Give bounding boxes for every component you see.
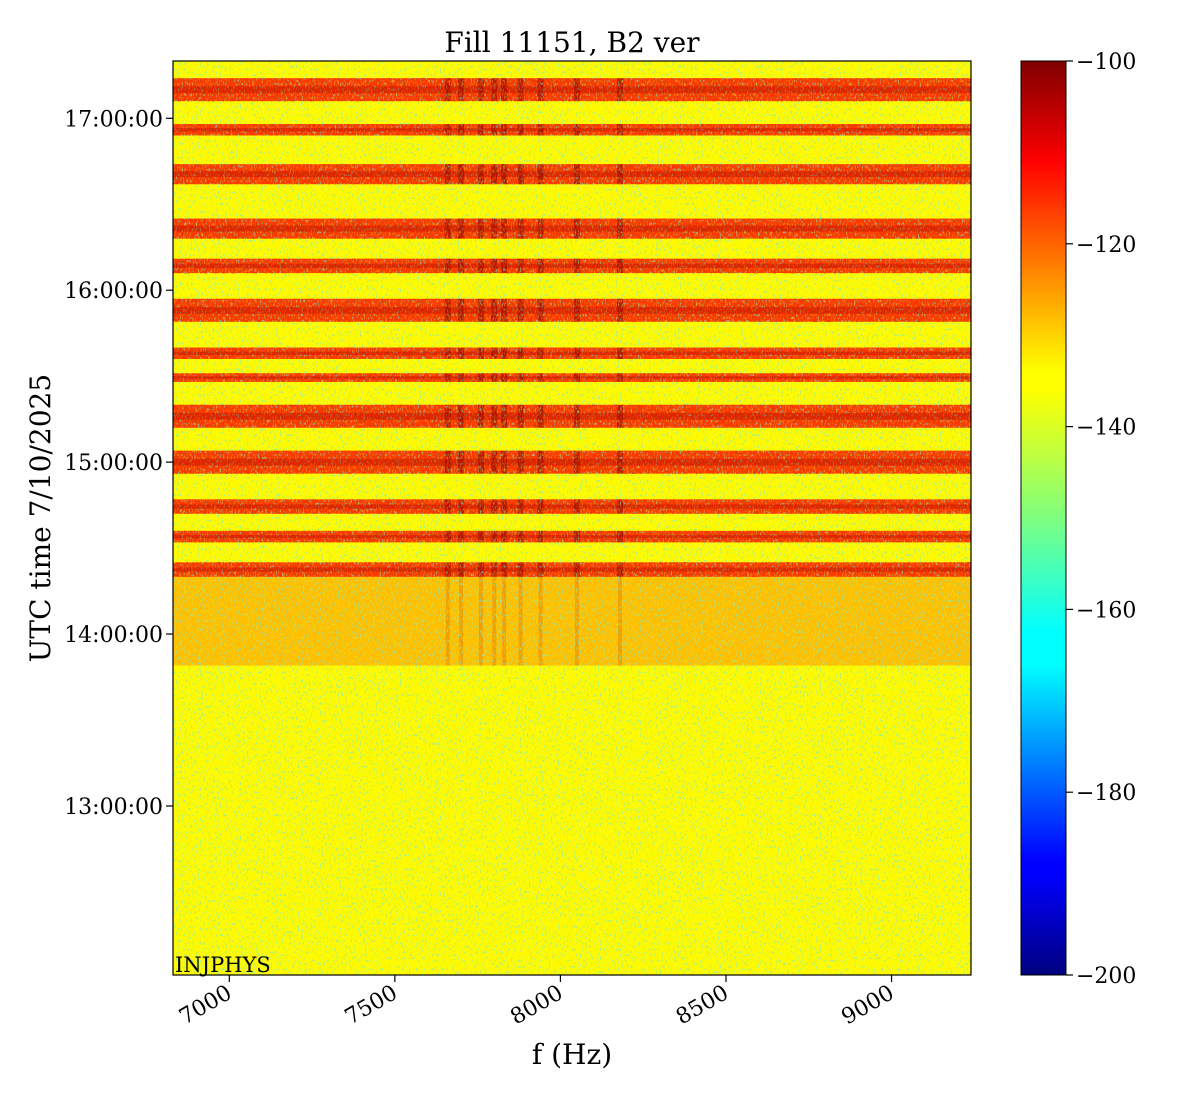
heatmap-band-core-12: [173, 86, 971, 94]
heatmap-band-core-8: [173, 263, 971, 269]
colorbar-ticks: −200 −180 −160 −140 −120 −100: [1066, 50, 1136, 989]
y-tick-label: 13:00:00: [64, 795, 163, 820]
heatmap-band-texture-5: [173, 373, 971, 382]
heatmap-band-texture-9: [173, 218, 971, 239]
colorbar-gradient: [1020, 60, 1067, 976]
x-tick-label: 7500: [341, 981, 402, 1031]
x-axis-label: f (Hz): [532, 1038, 612, 1071]
heatmap-band-core-6: [173, 351, 971, 355]
heatmap-band-core-3: [173, 458, 971, 466]
heatmap-band-texture-7: [173, 298, 971, 322]
heatmap-band-core-1: [173, 534, 971, 539]
plot-area: [173, 61, 971, 975]
annotation-label: INJPHYS: [175, 953, 271, 977]
colorbar: −200 −180 −160 −140 −120 −100: [1020, 50, 1136, 989]
x-tick-label: 8000: [506, 981, 567, 1031]
y-axis-label: UTC time 7/10/2025: [24, 374, 57, 662]
plot-frame: [172, 60, 972, 976]
heatmap-texture-yellow: [173, 61, 971, 975]
colorbar-tick-label: −140: [1076, 416, 1136, 441]
heatmap-band-texture-6: [173, 347, 971, 359]
heatmap-band-core-10: [173, 171, 971, 178]
colorbar-tick-label: −200: [1076, 964, 1136, 989]
heatmap-band-core-4: [173, 412, 971, 420]
y-tick-label: 14:00:00: [64, 623, 163, 648]
colorbar-tick-label: −180: [1076, 781, 1136, 806]
heatmap-band-core-7: [173, 306, 971, 314]
heatmap-band-texture-3: [173, 450, 971, 474]
colorbar-tick-label: −160: [1076, 598, 1136, 623]
heatmap-band-texture-4: [173, 404, 971, 428]
x-tick-label: 9000: [838, 981, 899, 1031]
heatmap-band-texture-11: [173, 124, 971, 136]
chart-title: Fill 11151, B2 ver: [444, 26, 700, 59]
heatmap-band-core-11: [173, 128, 971, 132]
y-axis-ticks: 13:00:00 14:00:00 15:00:00 16:00:00 17:00:00: [64, 107, 173, 820]
heatmap-band-texture-0: [173, 562, 971, 577]
heatmap-band-core-2: [173, 504, 971, 509]
y-tick-label: 16:00:00: [64, 279, 163, 304]
x-tick-label: 7000: [175, 981, 236, 1031]
x-tick-label: 8500: [672, 981, 733, 1031]
heatmap-band-texture-12: [173, 78, 971, 102]
x-axis-ticks: 7000 7500 8000 8500 9000: [175, 975, 899, 1031]
colorbar-tick-label: −120: [1076, 233, 1136, 258]
colorbar-tick-label: −100: [1076, 50, 1136, 75]
heatmap-band-core-5: [173, 376, 971, 379]
heatmap-band-texture: [173, 78, 971, 577]
heatmap-band-texture-1: [173, 530, 971, 543]
y-tick-label: 15:00:00: [64, 451, 163, 476]
heatmap-band-texture-2: [173, 499, 971, 514]
heatmap-band-texture-8: [173, 258, 971, 274]
heatmap-band-core-9: [173, 225, 971, 232]
heatmap-band-core-0: [173, 567, 971, 572]
heatmap-band-texture-10: [173, 164, 971, 185]
y-tick-label: 17:00:00: [64, 107, 163, 132]
